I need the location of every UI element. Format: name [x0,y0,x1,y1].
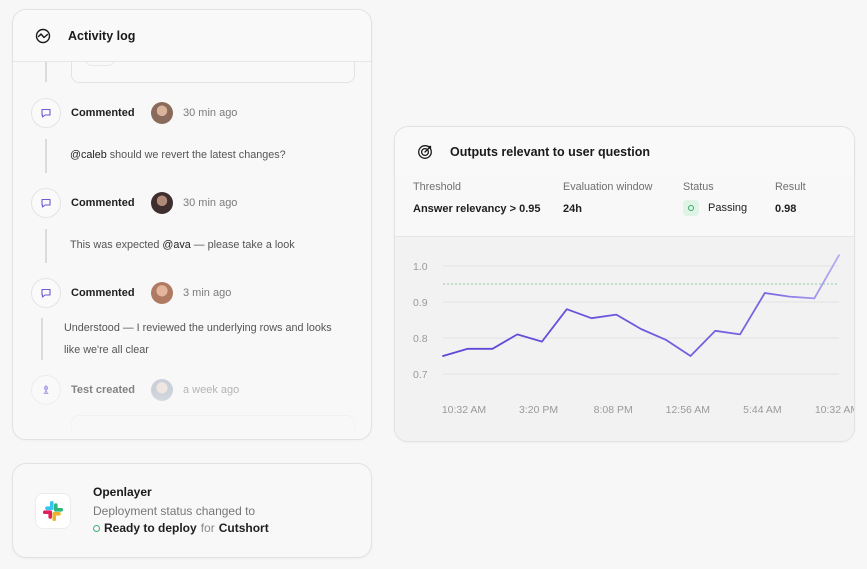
x-tick-label: 5:44 AM [743,404,782,416]
comment-icon [31,278,61,308]
slack-logo-icon [35,492,71,529]
metric-title: Outputs relevant to user question [450,144,651,159]
comment-text: Understood — I reviewed the underlying r… [64,322,332,356]
event-title: Commented [71,197,135,209]
comment-icon [31,98,61,128]
notification-content: Openlayer Deployment status changed to R… [93,485,269,537]
stat-evaluation-window: Evaluation window 24h [563,181,653,215]
event-time: 3 min ago [183,287,232,299]
avatar[interactable] [151,282,173,304]
metric-chart[interactable]: 0.7 0.8 0.9 1.0 10:32 AM 3:20 PM 8:08 PM 12:56… [395,236,855,442]
x-tick-label: 12:56 AM [666,404,710,416]
activity-log-body[interactable]: Commented 30 min ago @caleb should we re… [13,62,371,439]
test-metric-card[interactable]: Outputs relevant to user question Thresh… [394,126,855,442]
event-time: 30 min ago [183,197,238,209]
status-dot-icon [93,524,100,532]
series-line[interactable] [442,254,840,357]
avatar[interactable] [151,102,173,124]
y-tick-label: 0.9 [413,297,428,309]
mention[interactable]: @caleb [70,149,107,161]
status-badge: Passing [708,202,748,214]
project-name[interactable]: Cutshort [218,520,269,535]
notification-status-line: Ready to deploy for Cutshort [93,520,269,537]
avatar[interactable] [151,192,173,214]
x-tick-label: 3:20 PM [519,404,558,416]
event-title: Commented [71,107,135,119]
comment-text: @caleb should we revert the latest chang… [70,149,286,161]
metric-stats: Threshold Answer relevancy > 0.95 Evalua… [395,176,854,236]
activity-log-card: Activity log Commented 30 min ago @caleb… [12,9,372,440]
passing-status-icon [683,200,699,216]
event-title: Commented [71,287,135,299]
mention[interactable]: @ava [162,239,191,251]
notification-app: Openlayer [93,484,152,499]
y-tick-label: 0.7 [413,369,428,381]
deployment-notification[interactable]: Openlayer Deployment status changed to R… [12,463,372,558]
metric-header: Outputs relevant to user question [395,127,854,176]
activity-log-title: Activity log [68,28,136,43]
activity-event: Commented 3 min ago [31,278,231,308]
event-time: 30 min ago [183,107,238,119]
y-tick-label: 1.0 [413,261,428,273]
stat-status: Status Passing [683,181,748,216]
x-tick-label: 10:32 AM [442,404,486,416]
deployment-status: Ready to deploy [104,520,197,535]
target-icon [418,144,432,159]
stat-threshold: Threshold Answer relevancy > 0.95 [413,181,541,215]
x-tick-label: 8:08 PM [594,404,633,416]
previous-entry-card [71,62,355,83]
activity-log-header: Activity log [13,10,371,62]
y-tick-label: 0.8 [413,333,428,345]
activity-event: Commented 30 min ago [31,188,237,218]
x-tick-label: 10:32 AM [815,404,855,416]
line-chart[interactable]: 0.7 0.8 0.9 1.0 10:32 AM 3:20 PM 8:08 PM 12:56… [395,237,855,442]
stat-result: Result 0.98 [775,181,806,215]
activity-pulse-icon [35,28,51,43]
notification-message: Deployment status changed to [93,503,256,518]
comment-icon [31,188,61,218]
comment-text: This was expected @ava — please take a l… [70,239,295,251]
activity-event: Commented 30 min ago [31,98,237,128]
